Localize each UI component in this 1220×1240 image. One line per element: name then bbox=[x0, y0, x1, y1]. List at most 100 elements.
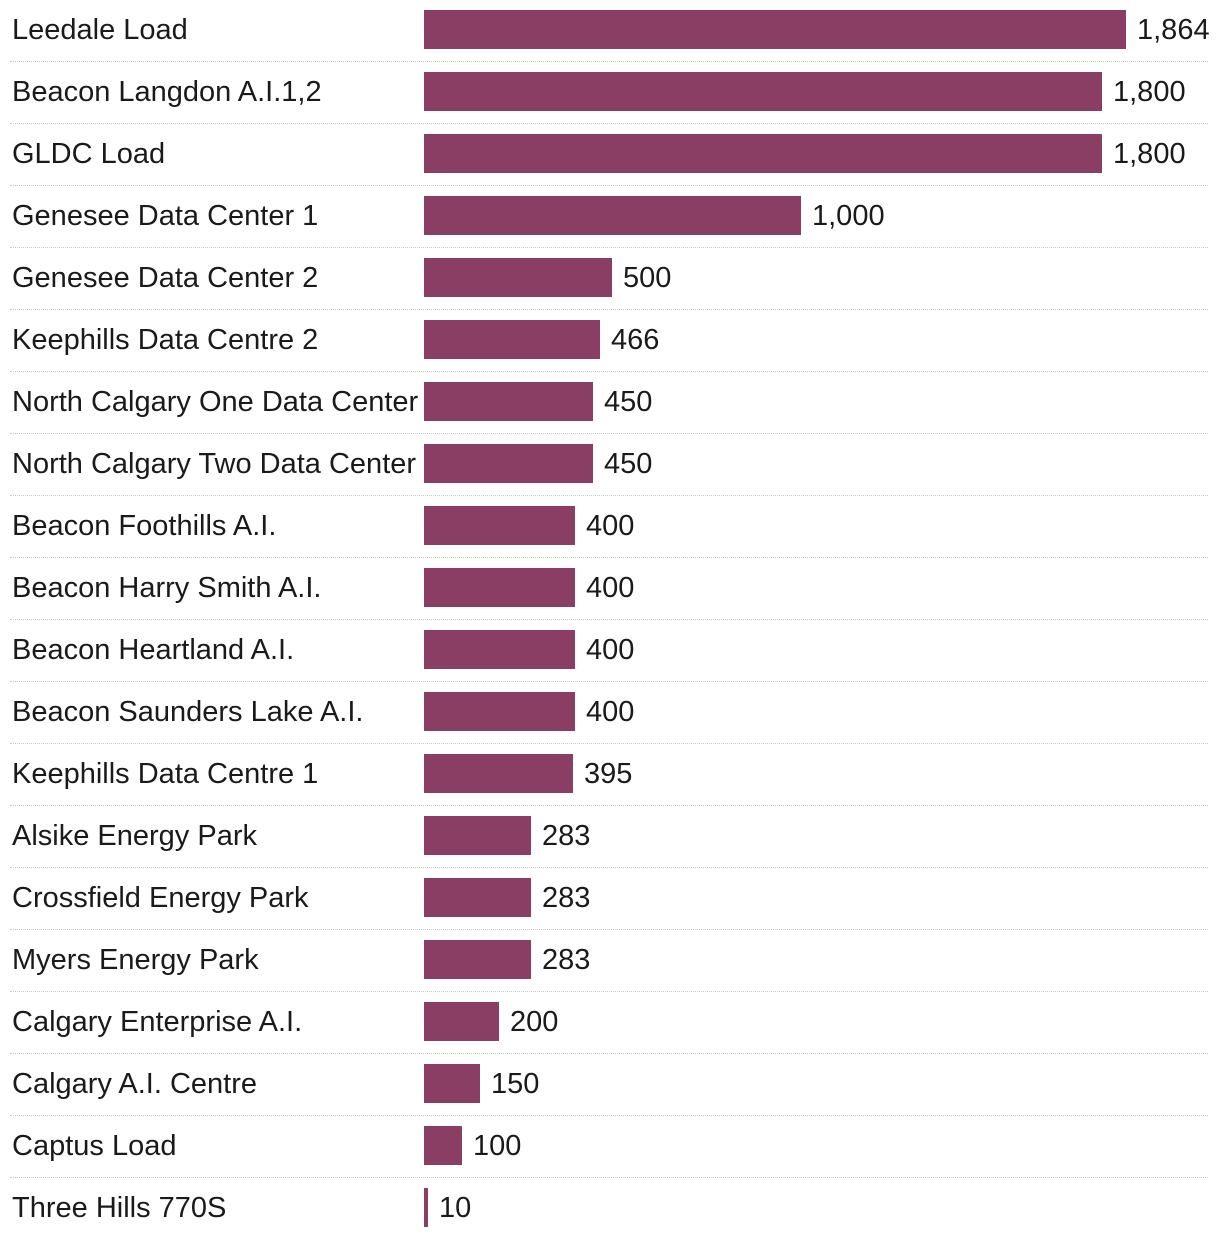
bar bbox=[424, 1002, 499, 1041]
bar-row: Calgary Enterprise A.I. 200 bbox=[0, 992, 1220, 1054]
bar-row: Keephills Data Centre 2 466 bbox=[0, 310, 1220, 372]
bar bbox=[424, 320, 600, 359]
bar-row: Leedale Load 1,864 bbox=[0, 0, 1220, 62]
row-divider bbox=[10, 371, 1208, 372]
value-label: 450 bbox=[604, 386, 653, 418]
bar-row: Keephills Data Centre 1 395 bbox=[0, 744, 1220, 806]
bar bbox=[424, 630, 575, 669]
value-label: 200 bbox=[510, 1006, 559, 1038]
bar-row: Three Hills 770S 10 bbox=[0, 1178, 1220, 1240]
row-divider bbox=[10, 61, 1208, 62]
row-divider bbox=[10, 991, 1208, 992]
bar-row: GLDC Load 1,800 bbox=[0, 124, 1220, 186]
category-label: Beacon Foothills A.I. bbox=[12, 510, 277, 542]
bar-row: Captus Load 100 bbox=[0, 1116, 1220, 1178]
value-label: 395 bbox=[584, 758, 633, 790]
row-divider bbox=[10, 619, 1208, 620]
category-label: Genesee Data Center 2 bbox=[12, 262, 319, 294]
value-label: 466 bbox=[611, 324, 660, 356]
row-divider bbox=[10, 433, 1208, 434]
bar bbox=[424, 10, 1126, 49]
bar-row: Genesee Data Center 1 1,000 bbox=[0, 186, 1220, 248]
value-label: 1,800 bbox=[1113, 76, 1186, 108]
row-divider bbox=[10, 557, 1208, 558]
bar bbox=[424, 72, 1102, 111]
bar-row: Genesee Data Center 2 500 bbox=[0, 248, 1220, 310]
bar bbox=[424, 754, 573, 793]
category-label: Beacon Heartland A.I. bbox=[12, 634, 295, 666]
bar bbox=[424, 692, 575, 731]
category-label: Alsike Energy Park bbox=[12, 820, 257, 852]
value-label: 1,800 bbox=[1113, 138, 1186, 170]
value-label: 400 bbox=[586, 510, 635, 542]
bar bbox=[424, 1064, 480, 1103]
value-label: 400 bbox=[586, 634, 635, 666]
row-divider bbox=[10, 1177, 1208, 1178]
category-label: Genesee Data Center 1 bbox=[12, 200, 319, 232]
row-divider bbox=[10, 123, 1208, 124]
bar bbox=[424, 568, 575, 607]
bar bbox=[424, 258, 612, 297]
bar-row: Beacon Harry Smith A.I. 400 bbox=[0, 558, 1220, 620]
category-label: GLDC Load bbox=[12, 138, 166, 170]
category-label: Calgary A.I. Centre bbox=[12, 1068, 257, 1100]
bar bbox=[424, 878, 531, 917]
bar-row: Myers Energy Park 283 bbox=[0, 930, 1220, 992]
row-divider bbox=[10, 1053, 1208, 1054]
bar-row: North Calgary One Data Center 450 bbox=[0, 372, 1220, 434]
category-label: Keephills Data Centre 1 bbox=[12, 758, 319, 790]
value-label: 283 bbox=[542, 882, 591, 914]
bar bbox=[424, 382, 593, 421]
value-label: 10 bbox=[439, 1192, 472, 1224]
value-label: 450 bbox=[604, 448, 653, 480]
bar bbox=[424, 1188, 428, 1227]
value-label: 400 bbox=[586, 696, 635, 728]
bar-row: Beacon Langdon A.I.1,2 1,800 bbox=[0, 62, 1220, 124]
value-label: 1,864 bbox=[1137, 14, 1210, 46]
row-divider bbox=[10, 867, 1208, 868]
bar-row: Crossfield Energy Park 283 bbox=[0, 868, 1220, 930]
value-label: 150 bbox=[491, 1068, 540, 1100]
bar-row: Beacon Foothills A.I. 400 bbox=[0, 496, 1220, 558]
category-label: Myers Energy Park bbox=[12, 944, 259, 976]
category-label: Beacon Langdon A.I.1,2 bbox=[12, 76, 322, 108]
category-label: Beacon Saunders Lake A.I. bbox=[12, 696, 364, 728]
value-label: 400 bbox=[586, 572, 635, 604]
value-label: 283 bbox=[542, 944, 591, 976]
bar-row: Calgary A.I. Centre 150 bbox=[0, 1054, 1220, 1116]
row-divider bbox=[10, 309, 1208, 310]
category-label: Beacon Harry Smith A.I. bbox=[12, 572, 322, 604]
row-divider bbox=[10, 495, 1208, 496]
category-label: North Calgary Two Data Center bbox=[12, 448, 417, 480]
value-label: 100 bbox=[473, 1130, 522, 1162]
value-label: 500 bbox=[623, 262, 672, 294]
category-label: Three Hills 770S bbox=[12, 1192, 227, 1224]
category-label: Crossfield Energy Park bbox=[12, 882, 309, 914]
bar bbox=[424, 134, 1102, 173]
bar bbox=[424, 1126, 462, 1165]
bar bbox=[424, 196, 801, 235]
category-label: Captus Load bbox=[12, 1130, 177, 1162]
bar-row: North Calgary Two Data Center 450 bbox=[0, 434, 1220, 496]
bar bbox=[424, 444, 593, 483]
category-label: Calgary Enterprise A.I. bbox=[12, 1006, 303, 1038]
bar-row: Beacon Saunders Lake A.I. 400 bbox=[0, 682, 1220, 744]
category-label: North Calgary One Data Center bbox=[12, 386, 419, 418]
row-divider bbox=[10, 247, 1208, 248]
row-divider bbox=[10, 185, 1208, 186]
row-divider bbox=[10, 929, 1208, 930]
category-label: Leedale Load bbox=[12, 14, 188, 46]
row-divider bbox=[10, 743, 1208, 744]
bar bbox=[424, 506, 575, 545]
bar bbox=[424, 816, 531, 855]
value-label: 283 bbox=[542, 820, 591, 852]
category-label: Keephills Data Centre 2 bbox=[12, 324, 319, 356]
bar bbox=[424, 940, 531, 979]
row-divider bbox=[10, 805, 1208, 806]
value-label: 1,000 bbox=[812, 200, 885, 232]
row-divider bbox=[10, 1115, 1208, 1116]
row-divider bbox=[10, 681, 1208, 682]
bar-row: Alsike Energy Park 283 bbox=[0, 806, 1220, 868]
bar-row: Beacon Heartland A.I. 400 bbox=[0, 620, 1220, 682]
